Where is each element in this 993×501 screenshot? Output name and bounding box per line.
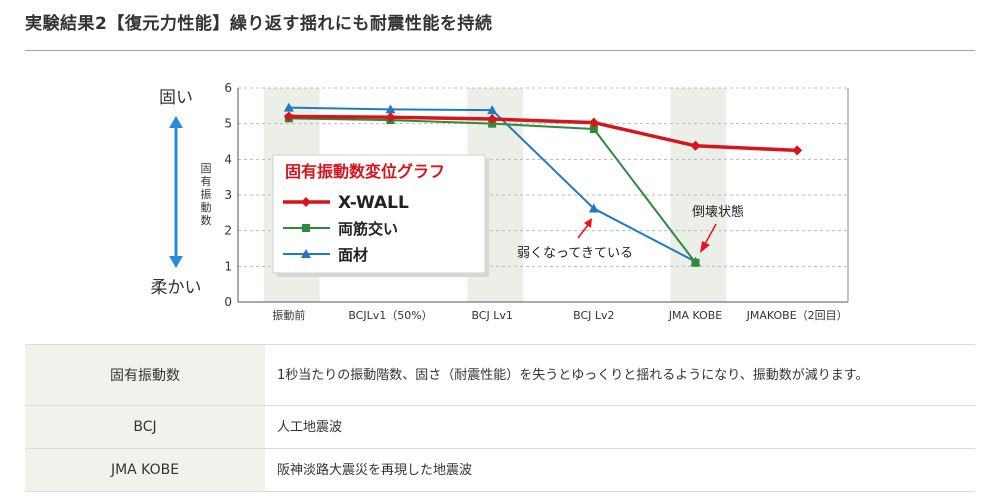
legend-label: 面材	[338, 246, 368, 264]
y-tick-label: 1	[224, 259, 232, 273]
title-divider	[25, 50, 975, 51]
scale-top-label: 固い	[159, 88, 193, 108]
data-point	[792, 145, 803, 156]
y-axis-label: 動	[201, 200, 212, 214]
y-tick-label: 6	[224, 81, 232, 95]
table-row: BCJ 人工地震波	[25, 405, 975, 449]
page-title: 実験結果2【復元力性能】繰り返す揺れにも耐震性能を持続	[25, 14, 493, 34]
term-natural-frequency: 固有振動数	[25, 344, 265, 406]
series-0	[283, 111, 803, 156]
series-line	[288, 114, 798, 153]
data-point	[283, 111, 294, 122]
data-point	[588, 117, 599, 128]
series-2	[283, 102, 701, 266]
legend-label: X-WALL	[338, 193, 409, 213]
x-tick-label: BCJ Lv2	[573, 309, 614, 322]
term-jma-kobe: JMA KOBE	[25, 448, 265, 492]
table-row: JMA KOBE 阪神淡路大震災を再現した地震波	[25, 448, 975, 492]
term-bcj: BCJ	[25, 405, 265, 449]
y-tick-label: 0	[224, 295, 232, 309]
data-point	[385, 112, 396, 123]
y-axis-label: 有	[201, 174, 212, 188]
legend-title: 固有振動数変位グラフ	[285, 162, 445, 181]
legend-label: 両筋交い	[338, 220, 398, 238]
data-point	[301, 249, 311, 258]
category-band	[670, 88, 727, 302]
table-row: 固有振動数 1秒当たりの振動階数、固さ（耐震性能）を失うとゆっくりと揺れるように…	[25, 344, 975, 406]
legend-shadow	[485, 159, 489, 277]
annotation-arrow	[577, 224, 589, 239]
definition-table: 固有振動数 1秒当たりの振動階数、固さ（耐震性能）を失うとゆっくりと揺れるように…	[25, 344, 975, 492]
arrowhead-icon	[700, 241, 710, 253]
y-axis-label: 数	[201, 214, 212, 227]
data-point	[301, 197, 311, 207]
frequency-chart: 0 1 2 3 4 5 6 振動前 BCJLv1（50%） BCJ Lv1 BCJ Lv2 JMA K…	[151, 81, 849, 322]
y-tick-label: 2	[224, 224, 232, 238]
definition-jma-kobe: 阪神淡路大震災を再現した地震波	[265, 448, 975, 492]
x-tick-label: JMA KOBE	[668, 309, 723, 322]
arrow-down-icon	[169, 256, 183, 268]
y-tick-label: 5	[224, 117, 232, 131]
legend-shadow	[277, 273, 489, 277]
x-tick-label: BCJ Lv1	[471, 309, 512, 322]
data-point	[487, 114, 498, 125]
y-tick-label: 3	[224, 188, 232, 202]
annotation-collapse: 倒壊状態	[692, 204, 744, 220]
annotation-weakening: 弱くなってきている	[517, 246, 633, 261]
data-point	[283, 102, 294, 112]
data-point	[588, 203, 599, 213]
arrowhead-icon	[584, 218, 592, 228]
arrow-up-icon	[169, 116, 183, 128]
data-point	[589, 125, 598, 134]
annotation-arrow	[704, 223, 717, 245]
y-axis-label: 振	[201, 187, 212, 201]
definition-natural-frequency: 1秒当たりの振動階数、固さ（耐震性能）を失うとゆっくりと揺れるようになり、振動数…	[265, 344, 975, 406]
x-tick-label: 振動前	[272, 308, 305, 322]
data-point	[691, 258, 700, 267]
data-point	[690, 140, 701, 151]
definition-bcj: 人工地震波	[265, 405, 975, 449]
x-tick-label: JMAKOBE（2回目）	[746, 309, 848, 322]
y-axis-label: 固	[201, 162, 212, 175]
data-point	[302, 224, 310, 232]
scale-bottom-label: 柔かい	[151, 278, 202, 298]
x-tick-label: BCJLv1（50%）	[348, 309, 432, 322]
y-tick-label: 4	[224, 152, 232, 166]
data-point	[487, 105, 498, 115]
data-point	[385, 104, 396, 114]
